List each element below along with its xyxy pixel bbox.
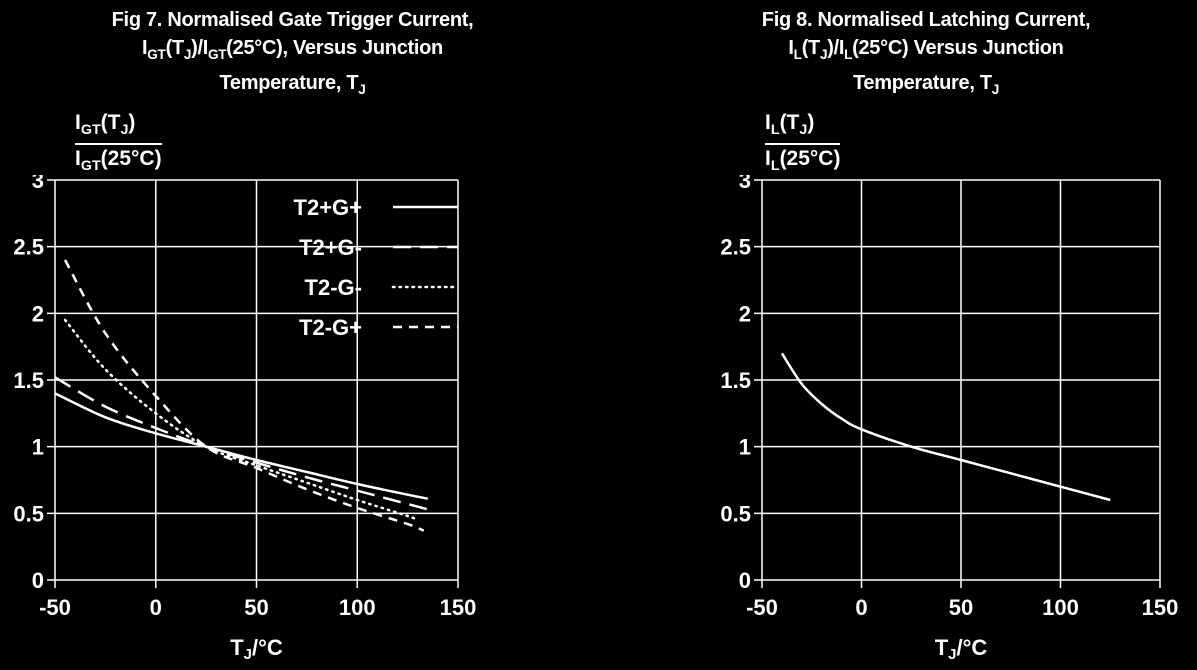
fig8-title: Fig 8. Normalised Latching Current, IL(T… xyxy=(585,6,1197,104)
x-tick-label: 50 xyxy=(949,595,973,620)
x-tick-label: 100 xyxy=(339,595,376,620)
fig7-title: Fig 7. Normalised Gate Trigger Current, … xyxy=(0,6,585,104)
fig8-y-axis-label-numerator: IL(TJ) xyxy=(765,111,815,139)
x-axis-label: TJ/°C xyxy=(230,635,283,663)
x-tick-label: 50 xyxy=(244,595,268,620)
fig8-panel: Fig 8. Normalised Latching Current, IL(T… xyxy=(585,0,1197,670)
fig8-y-axis-label-denominator: IL(25°C) xyxy=(765,143,841,179)
fig7-title-line2: IGT(TJ)/IGT(25°C), Versus Junction xyxy=(142,37,443,62)
y-tick-label: 3 xyxy=(739,175,751,193)
y-tick-label: 0 xyxy=(32,568,44,593)
y-tick-label: 0.5 xyxy=(13,501,44,526)
fig8-title-line3: Temperature, TJ xyxy=(852,72,1000,97)
series-curve-T2-G- xyxy=(63,318,419,522)
x-tick-label: -50 xyxy=(39,595,71,620)
y-tick-label: 2.5 xyxy=(13,235,44,260)
x-tick-label: 150 xyxy=(440,595,477,620)
fig7-title-line1: Fig 7. Normalised Gate Trigger Current, xyxy=(111,9,474,31)
fig8-y-axis-label: IL(TJ) IL(25°C) xyxy=(765,110,841,179)
legend-label: T2-G+ xyxy=(299,315,362,340)
x-tick-label: 150 xyxy=(1142,595,1179,620)
series-curve-T2-G+ xyxy=(63,259,425,532)
fig7-title-line3: Temperature, TJ xyxy=(219,72,366,97)
legend-label: T2+G- xyxy=(299,235,362,260)
y-tick-label: 2 xyxy=(32,301,44,326)
fig7-chart: -50 0 50 100 15000.511.522.53T2+G+T2+G-T2-G-… xyxy=(13,175,477,663)
y-tick-label: 0 xyxy=(739,568,751,593)
series-curve-T2+G+ xyxy=(54,392,429,500)
x-tick-label: 100 xyxy=(1042,595,1079,620)
fig7-y-axis-label-denominator: IGT(25°C) xyxy=(75,143,162,179)
series-curve-T2+G- xyxy=(54,376,429,511)
x-tick-label: 0 xyxy=(150,595,162,620)
fig8-title-line1: Fig 8. Normalised Latching Current, xyxy=(761,9,1091,31)
y-tick-label: 0.5 xyxy=(720,501,751,526)
series-curve-IL xyxy=(780,352,1111,502)
y-tick-label: 1 xyxy=(32,435,44,460)
fig7-y-axis-label: IGT(TJ) IGT(25°C) xyxy=(75,110,162,179)
y-tick-label: 2 xyxy=(739,301,751,326)
y-tick-label: 3 xyxy=(32,175,44,193)
y-tick-label: 1.5 xyxy=(720,368,751,393)
fig7-y-axis-label-numerator: IGT(TJ) xyxy=(75,111,136,139)
y-tick-label: 1 xyxy=(739,435,751,460)
fig7-panel: Fig 7. Normalised Gate Trigger Current, … xyxy=(0,0,585,670)
y-tick-label: 1.5 xyxy=(13,368,44,393)
x-axis-label: TJ/°C xyxy=(935,635,988,663)
x-tick-label: -50 xyxy=(746,595,778,620)
fig8-title-line2: IL(TJ)/IL(25°C) Versus Junction xyxy=(788,37,1064,62)
legend-label: T2-G- xyxy=(305,275,362,300)
y-tick-label: 2.5 xyxy=(720,235,751,260)
x-tick-label: 0 xyxy=(855,595,867,620)
legend-label: T2+G+ xyxy=(294,195,362,220)
